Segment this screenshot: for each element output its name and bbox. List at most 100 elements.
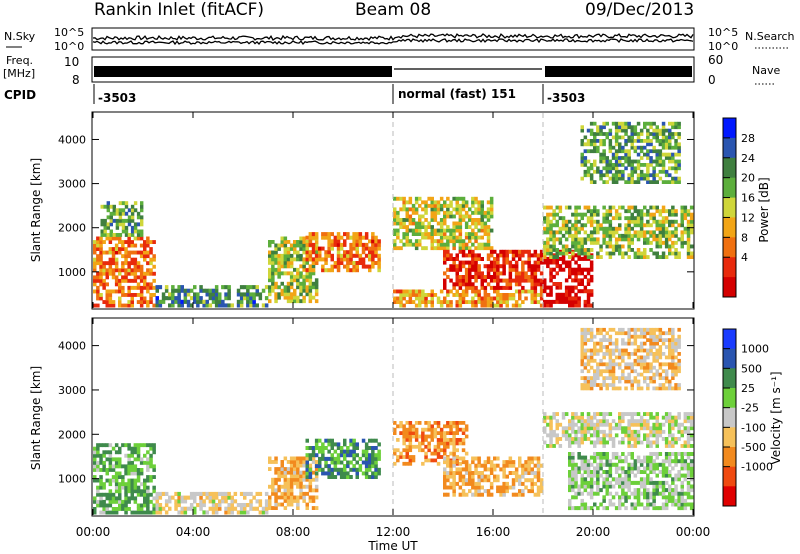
power-cell <box>439 303 444 308</box>
power-cell <box>130 218 135 223</box>
velocity-cell <box>671 477 675 482</box>
velocity-cell <box>661 473 666 478</box>
velocity-cell <box>652 440 656 445</box>
power-cell <box>658 237 663 242</box>
velocity-cell <box>536 460 541 465</box>
velocity-cell <box>430 427 434 432</box>
velocity-cell <box>602 383 606 387</box>
power-cell <box>639 216 644 221</box>
velocity-cell <box>639 484 644 489</box>
power-ytick-label: 3000 <box>58 178 86 191</box>
power-cell <box>464 214 469 219</box>
velocity-cell <box>611 376 616 380</box>
velocity-cell <box>646 412 650 416</box>
power-cell <box>502 300 506 304</box>
power-cell <box>596 230 600 235</box>
velocity-cell <box>139 443 144 448</box>
velocity-cell <box>655 415 659 420</box>
power-cell <box>577 256 581 261</box>
velocity-cell <box>655 358 659 363</box>
velocity-cell <box>280 467 284 471</box>
power-cell <box>655 205 659 210</box>
velocity-cell <box>686 440 691 445</box>
velocity-cell <box>330 467 334 472</box>
power-cell <box>561 223 566 228</box>
velocity-cell <box>655 369 659 374</box>
power-cell <box>321 268 325 273</box>
power-cell <box>658 163 663 167</box>
velocity-cell <box>449 460 453 465</box>
power-cell <box>518 289 522 294</box>
power-cell <box>480 207 484 212</box>
velocity-cell <box>627 379 631 384</box>
power-cell <box>652 145 656 150</box>
velocity-cell <box>605 452 609 456</box>
velocity-cell <box>402 431 406 435</box>
power-cell <box>268 240 272 244</box>
velocity-cell <box>549 419 553 424</box>
power-cell <box>130 278 134 283</box>
velocity-cell <box>421 434 425 439</box>
velocity-cell <box>605 365 609 370</box>
power-cell <box>305 278 309 283</box>
power-cell <box>571 296 575 301</box>
power-cell <box>627 176 631 181</box>
power-cell <box>324 253 328 258</box>
power-cell <box>446 249 450 254</box>
velocity-cell <box>633 444 638 448</box>
power-cell <box>530 285 534 290</box>
velocity-cell <box>283 474 288 479</box>
power-cell <box>627 230 631 235</box>
velocity-cell <box>99 499 103 504</box>
velocity-cell <box>289 463 294 468</box>
velocity-cell <box>424 458 428 463</box>
power-cell <box>583 173 588 178</box>
velocity-cell <box>352 449 356 454</box>
power-cell <box>446 253 450 258</box>
power-cell <box>468 232 472 236</box>
power-cell <box>580 267 584 272</box>
velocity-cell <box>330 460 334 465</box>
velocity-cell <box>568 498 572 503</box>
power-cell <box>589 292 594 297</box>
power-cell <box>286 257 291 262</box>
velocity-region-3 <box>305 438 381 479</box>
velocity-cell <box>611 495 616 500</box>
power-cell <box>140 222 144 227</box>
velocity-cell <box>436 444 441 449</box>
velocity-cell <box>343 449 347 454</box>
velocity-cell <box>652 372 656 377</box>
velocity-cell <box>243 510 247 515</box>
power-cell <box>621 233 625 238</box>
velocity-cell <box>468 467 472 472</box>
velocity-cell <box>583 352 588 356</box>
velocity-cell <box>330 475 334 479</box>
velocity-cell <box>202 510 206 515</box>
power-cell <box>577 212 581 217</box>
velocity-cell <box>239 506 244 511</box>
power-cell <box>268 267 272 272</box>
velocity-cell <box>652 341 656 346</box>
velocity-cell <box>621 419 625 424</box>
power-cell <box>393 242 397 247</box>
velocity-cell <box>108 496 113 501</box>
velocity-cell <box>105 492 109 497</box>
power-cell <box>446 225 450 229</box>
power-cell <box>471 260 475 265</box>
velocity-cell <box>283 484 288 489</box>
power-cell <box>596 166 600 171</box>
velocity-cell <box>121 482 125 487</box>
velocity-cell <box>655 484 659 489</box>
velocity-cell <box>602 444 606 448</box>
velocity-cell <box>624 376 628 380</box>
power-cell <box>452 267 456 272</box>
velocity-cell <box>127 460 131 465</box>
velocity-cell <box>605 386 609 391</box>
velocity-cell <box>530 467 534 472</box>
velocity-cell <box>583 379 588 384</box>
power-cell <box>136 261 141 266</box>
power-cell <box>458 264 463 269</box>
velocity-cell <box>686 470 691 474</box>
velocity-cell <box>139 489 144 494</box>
power-cell <box>124 250 128 255</box>
